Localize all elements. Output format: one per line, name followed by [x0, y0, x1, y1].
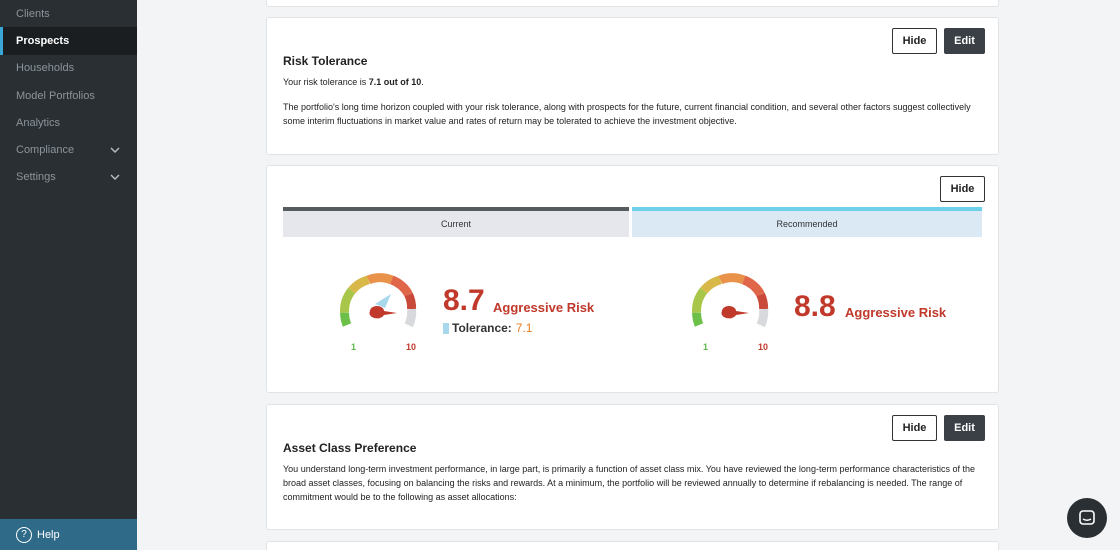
gauge-min-label: 1: [351, 342, 357, 352]
tolerance-readout: Tolerance: 7.1: [443, 321, 532, 335]
gauge-min-label: 1: [703, 342, 709, 352]
chevron-down-icon: [110, 174, 120, 181]
sidebar-item-label: Analytics: [16, 116, 61, 129]
risk-summary: Your risk tolerance is 7.1 out of 10.: [283, 77, 424, 87]
hide-button[interactable]: Hide: [940, 176, 985, 202]
risk-comparison-card: Hide Current Recommended 1 10 8.7 Aggres…: [266, 165, 999, 393]
sidebar-item-prospects[interactable]: Prospects: [0, 27, 137, 55]
current-risk-score: 8.7: [443, 284, 485, 317]
sidebar-item-label: Model Portfolios: [16, 89, 95, 102]
asset-class-paragraph: You understand long-term investment perf…: [283, 464, 976, 502]
sidebar-item-model-portfolios[interactable]: Model Portfolios: [0, 82, 137, 109]
tab-current[interactable]: Current: [283, 207, 629, 237]
gauge-max-label: 10: [406, 342, 417, 352]
main-content: Hide Edit Risk Tolerance Your risk toler…: [137, 0, 1120, 550]
help-label: Help: [37, 528, 60, 541]
help-button[interactable]: ? Help: [0, 519, 137, 550]
chat-icon: [1079, 510, 1095, 525]
help-circle-icon: ?: [16, 526, 32, 543]
card-title: Asset Class Preference: [283, 441, 417, 455]
risk-tolerance-card: Hide Edit Risk Tolerance Your risk toler…: [266, 17, 999, 155]
sidebar-item-settings[interactable]: Settings: [0, 164, 137, 191]
sidebar-item-label: Prospects: [16, 34, 70, 47]
edit-button[interactable]: Edit: [944, 28, 985, 54]
sidebar: Clients Prospects Households Model Portf…: [0, 0, 137, 550]
gauge-max-label: 10: [758, 342, 769, 352]
recommended-risk-label: Aggressive Risk: [845, 305, 947, 320]
chat-launcher-button[interactable]: [1067, 498, 1107, 538]
risk-paragraph: The portfolio's long time horizon couple…: [283, 102, 971, 126]
next-card: [266, 541, 999, 550]
sidebar-item-compliance[interactable]: Compliance: [0, 136, 137, 163]
sidebar-item-households[interactable]: Households: [0, 55, 137, 82]
hide-button[interactable]: Hide: [892, 28, 937, 54]
current-risk-gauge: [340, 273, 417, 328]
hide-button[interactable]: Hide: [892, 415, 937, 441]
sidebar-item-clients[interactable]: Clients: [0, 0, 137, 27]
current-risk-label: Aggressive Risk: [493, 300, 595, 315]
sidebar-item-label: Settings: [16, 171, 56, 184]
chevron-down-icon: [110, 147, 120, 154]
tolerance-value: 7.1: [515, 321, 533, 335]
previous-card: [266, 0, 999, 7]
tolerance-marker: [443, 322, 449, 334]
sidebar-item-label: Compliance: [16, 144, 75, 157]
risk-summary-value: 7.1 out of 10: [368, 77, 422, 87]
recommended-risk-score: 8.8: [794, 290, 836, 323]
card-title: Risk Tolerance: [283, 54, 368, 68]
asset-class-card: Hide Edit Asset Class Preference You und…: [266, 404, 999, 530]
sidebar-item-analytics[interactable]: Analytics: [0, 109, 137, 136]
sidebar-item-label: Clients: [16, 7, 50, 20]
edit-button[interactable]: Edit: [944, 415, 985, 441]
tab-recommended[interactable]: Recommended: [632, 207, 982, 237]
sidebar-item-label: Households: [16, 62, 75, 75]
recommended-risk-gauge: [692, 273, 769, 328]
